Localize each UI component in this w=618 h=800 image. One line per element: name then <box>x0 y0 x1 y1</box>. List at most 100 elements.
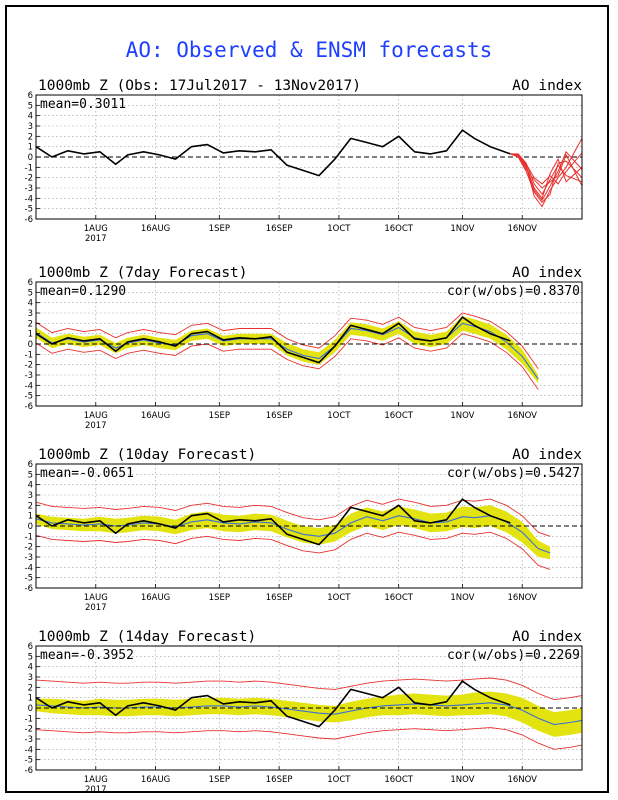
observed-line <box>36 129 511 177</box>
main-title: AO: Observed & ENSM forecasts <box>125 38 493 62</box>
envelope-upper <box>36 312 539 370</box>
y-tick-label: 6 <box>28 460 33 470</box>
ensemble-mean-line <box>36 515 551 554</box>
x-tick-label: 1NOV <box>450 593 474 603</box>
y-tick-label: 5 <box>28 101 33 111</box>
observed-line <box>36 680 511 728</box>
x-tick-label: 1OCT <box>327 775 351 785</box>
x-tick-label: 16SEP <box>266 411 293 421</box>
panel-data <box>36 129 582 208</box>
y-tick-label: 2 <box>28 501 33 511</box>
y-tick-label: 6 <box>28 278 33 288</box>
y-tick-label: -4 <box>25 381 33 391</box>
x-tick-label: 1AUG <box>84 411 108 421</box>
envelope-lower <box>36 333 539 390</box>
y-tick-label: -2 <box>25 725 33 735</box>
x-tick-label: 1OCT <box>327 411 351 421</box>
x-tick-label: 16OCT <box>384 411 413 421</box>
y-tick-label: -3 <box>25 553 33 563</box>
panel-data <box>36 498 582 570</box>
y-tick-label: -6 <box>25 584 33 594</box>
x-tick-label: 16NOV <box>507 224 537 234</box>
x-tick-label: 16NOV <box>507 593 537 603</box>
y-tick-label: 5 <box>28 470 33 480</box>
y-tick-label: -6 <box>25 215 33 225</box>
envelope-lower <box>36 727 582 750</box>
x-tick-label: 1NOV <box>450 775 474 785</box>
y-tick-label: 0 <box>28 704 33 714</box>
cor-stat: cor(w/obs)=0.5427 <box>447 466 580 481</box>
envelope-upper <box>36 498 551 537</box>
y-tick-label: -4 <box>25 745 33 755</box>
y-tick-label: 0 <box>28 340 33 350</box>
x-tick-label: 1AUG <box>84 775 108 785</box>
x-year-label: 2017 <box>85 234 107 244</box>
panel-right-title: AO index <box>512 629 582 645</box>
x-tick-label: 16OCT <box>384 593 413 603</box>
y-tick-label: 2 <box>28 132 33 142</box>
y-tick-label: -2 <box>25 174 33 184</box>
x-tick-label: 16AUG <box>141 411 170 421</box>
y-tick-label: -5 <box>25 392 33 402</box>
x-tick-label: 1SEP <box>209 775 230 785</box>
panel-data <box>36 312 582 390</box>
cor-stat: cor(w/obs)=0.8370 <box>447 284 580 299</box>
ensemble-member-line <box>510 153 582 196</box>
y-tick-label: -4 <box>25 194 33 204</box>
x-tick-label: 1AUG <box>84 593 108 603</box>
y-tick-label: 4 <box>28 663 33 673</box>
x-tick-label: 16SEP <box>266 224 293 234</box>
y-tick-label: -5 <box>25 756 33 766</box>
y-tick-label: -3 <box>25 735 33 745</box>
y-tick-label: -4 <box>25 563 33 573</box>
y-tick-label: -2 <box>25 543 33 553</box>
x-tick-label: 1OCT <box>327 593 351 603</box>
x-year-label: 2017 <box>85 785 107 795</box>
y-tick-label: -1 <box>25 714 33 724</box>
x-tick-label: 1SEP <box>209 593 230 603</box>
x-year-label: 2017 <box>85 603 107 613</box>
y-tick-label: 0 <box>28 522 33 532</box>
y-tick-label: 1 <box>28 512 33 522</box>
cor-stat: cor(w/obs)=0.2269 <box>447 648 580 663</box>
panel-4: 1000mb Z (14day Forecast) AO index 6543210… <box>25 629 583 795</box>
y-tick-label: -2 <box>25 361 33 371</box>
y-tick-label: -6 <box>25 402 33 412</box>
y-tick-label: 1 <box>28 694 33 704</box>
y-tick-label: 5 <box>28 652 33 662</box>
y-tick-label: 5 <box>28 288 33 298</box>
figure-frame <box>5 5 609 793</box>
y-tick-label: 3 <box>28 309 33 319</box>
x-tick-label: 16NOV <box>507 775 537 785</box>
ensemble-member-line <box>510 138 582 208</box>
y-tick-label: -6 <box>25 766 33 776</box>
panel-data <box>36 677 582 750</box>
y-tick-label: -5 <box>25 574 33 584</box>
y-tick-label: 6 <box>28 91 33 101</box>
x-tick-label: 16AUG <box>141 593 170 603</box>
panel-3: 1000mb Z (10day Forecast) AO index 6543210… <box>25 447 583 613</box>
panel-right-title: AO index <box>512 78 582 94</box>
x-tick-label: 16NOV <box>507 411 537 421</box>
observed-line <box>36 498 511 546</box>
x-year-label: 2017 <box>85 421 107 431</box>
y-tick-label: 4 <box>28 112 33 122</box>
panel-right-title: AO index <box>512 265 582 281</box>
y-tick-label: 2 <box>28 683 33 693</box>
y-tick-label: 0 <box>28 153 33 163</box>
envelope-lower <box>36 531 551 570</box>
spread-band <box>36 691 582 737</box>
x-tick-label: 16OCT <box>384 224 413 234</box>
panel-title: 1000mb Z (7day Forecast) <box>38 265 248 281</box>
panel-title: 1000mb Z (Obs: 17Jul2017 - 13Nov2017) <box>38 78 361 94</box>
y-tick-label: 3 <box>28 122 33 132</box>
x-tick-label: 1NOV <box>450 411 474 421</box>
panel-1: 1000mb Z (Obs: 17Jul2017 - 13Nov2017) AO … <box>25 78 583 244</box>
x-tick-label: 16AUG <box>141 224 170 234</box>
y-tick-label: 1 <box>28 143 33 153</box>
y-tick-label: 4 <box>28 481 33 491</box>
x-tick-label: 16SEP <box>266 775 293 785</box>
y-tick-label: -1 <box>25 532 33 542</box>
x-tick-label: 16SEP <box>266 593 293 603</box>
